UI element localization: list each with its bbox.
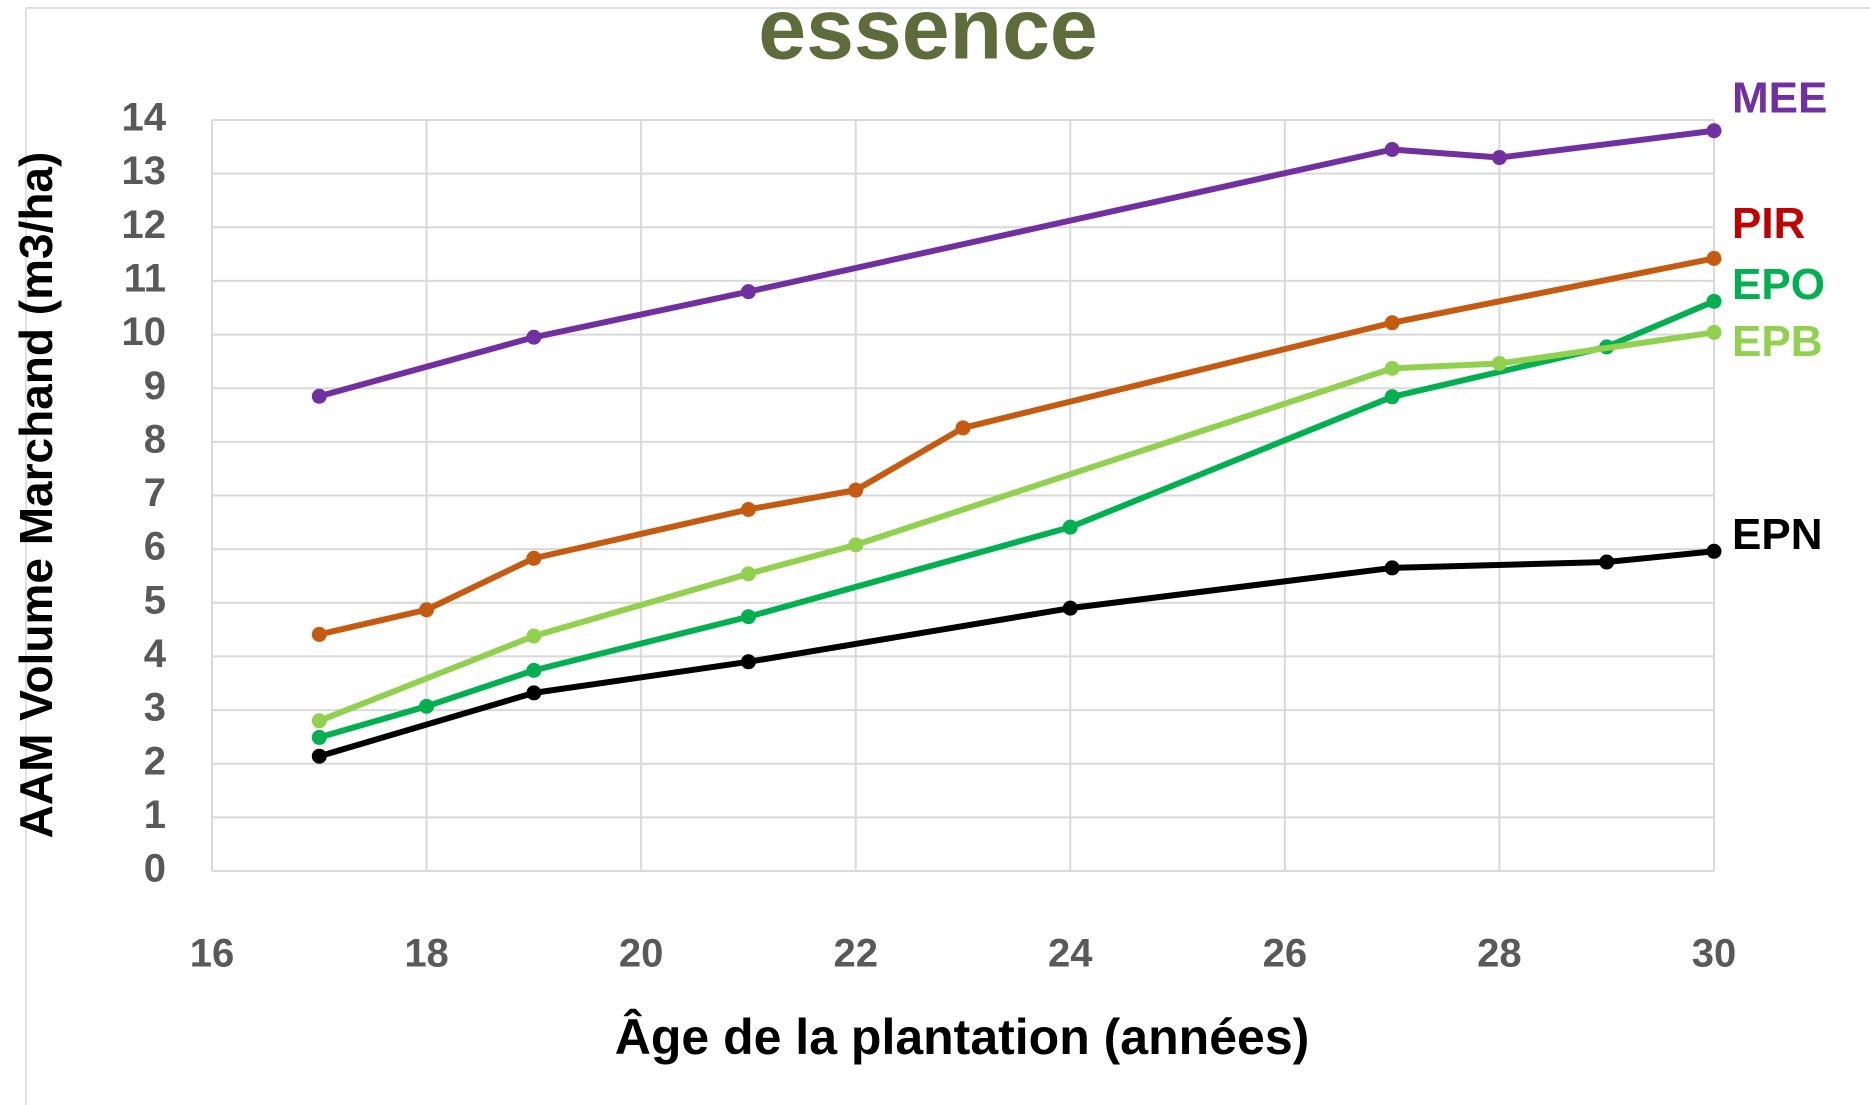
data-point [526,329,542,345]
x-tick-label: 26 [1263,932,1308,976]
data-point [740,284,756,300]
series-line [318,329,1715,724]
data-point [740,566,756,582]
data-point [848,482,864,498]
series-line [318,255,1715,638]
y-tick-label: 0 [144,847,166,891]
data-point [1706,123,1722,139]
x-tick-label: 20 [619,932,664,976]
data-point [526,662,542,678]
data-point [1384,360,1400,376]
x-axis-label: Âge de la plantation (années) [615,1009,1310,1065]
y-tick-label: 1 [144,793,166,837]
y-tick-label: 7 [144,471,166,515]
y-tick-label: 2 [144,739,166,783]
y-tick-label: 11 [124,256,166,300]
data-point [955,420,971,436]
x-tick-label: 28 [1477,932,1522,976]
data-point [419,698,435,714]
x-tick-label: 30 [1692,932,1737,976]
data-point [1384,142,1400,158]
data-point [311,388,327,404]
data-point [1706,324,1722,340]
series-label: MEE [1732,73,1827,122]
data-point [526,685,542,701]
data-point [1706,250,1722,266]
data-point [1384,560,1400,576]
y-tick-label: 10 [122,310,167,354]
x-tick-label: 22 [833,932,878,976]
data-point [848,537,864,553]
y-tick-label: 14 [122,96,167,140]
data-point [526,550,542,566]
data-point [1384,389,1400,405]
data-point [1062,519,1078,535]
data-point [1491,356,1507,372]
series-label: EPB [1732,317,1822,366]
series-label: EPO [1732,260,1825,309]
y-tick-label: 9 [144,364,166,408]
y-axis-label: AAM Volume Marchand (m3/ha) [10,152,62,839]
data-point [1491,150,1507,166]
y-tick-label: 8 [144,417,166,461]
data-point [740,609,756,625]
data-point [1599,554,1615,570]
series-line [318,548,1715,760]
series-label: EPN [1732,510,1822,559]
chart-title: essence [758,0,1098,78]
x-tick-label: 18 [404,932,449,976]
y-tick-label: 5 [144,578,166,622]
data-point [1384,315,1400,331]
y-tick-label: 4 [144,632,167,676]
data-point [740,654,756,670]
series-line [318,127,1715,400]
data-point [1706,543,1722,559]
data-point [311,713,327,729]
data-point [311,748,327,764]
data-point [419,602,435,618]
data-point [526,628,542,644]
y-tick-label: 3 [144,686,166,730]
x-tick-label: 24 [1048,932,1093,976]
data-point [1706,293,1722,309]
y-tick-label: 12 [122,203,167,247]
y-tick-label: 6 [144,525,166,569]
series-label: PIR [1732,199,1805,248]
data-point [1062,600,1078,616]
y-tick-label: 13 [122,149,167,193]
data-point [740,501,756,517]
data-point [311,729,327,745]
data-point [311,626,327,642]
x-tick-label: 16 [190,932,235,976]
